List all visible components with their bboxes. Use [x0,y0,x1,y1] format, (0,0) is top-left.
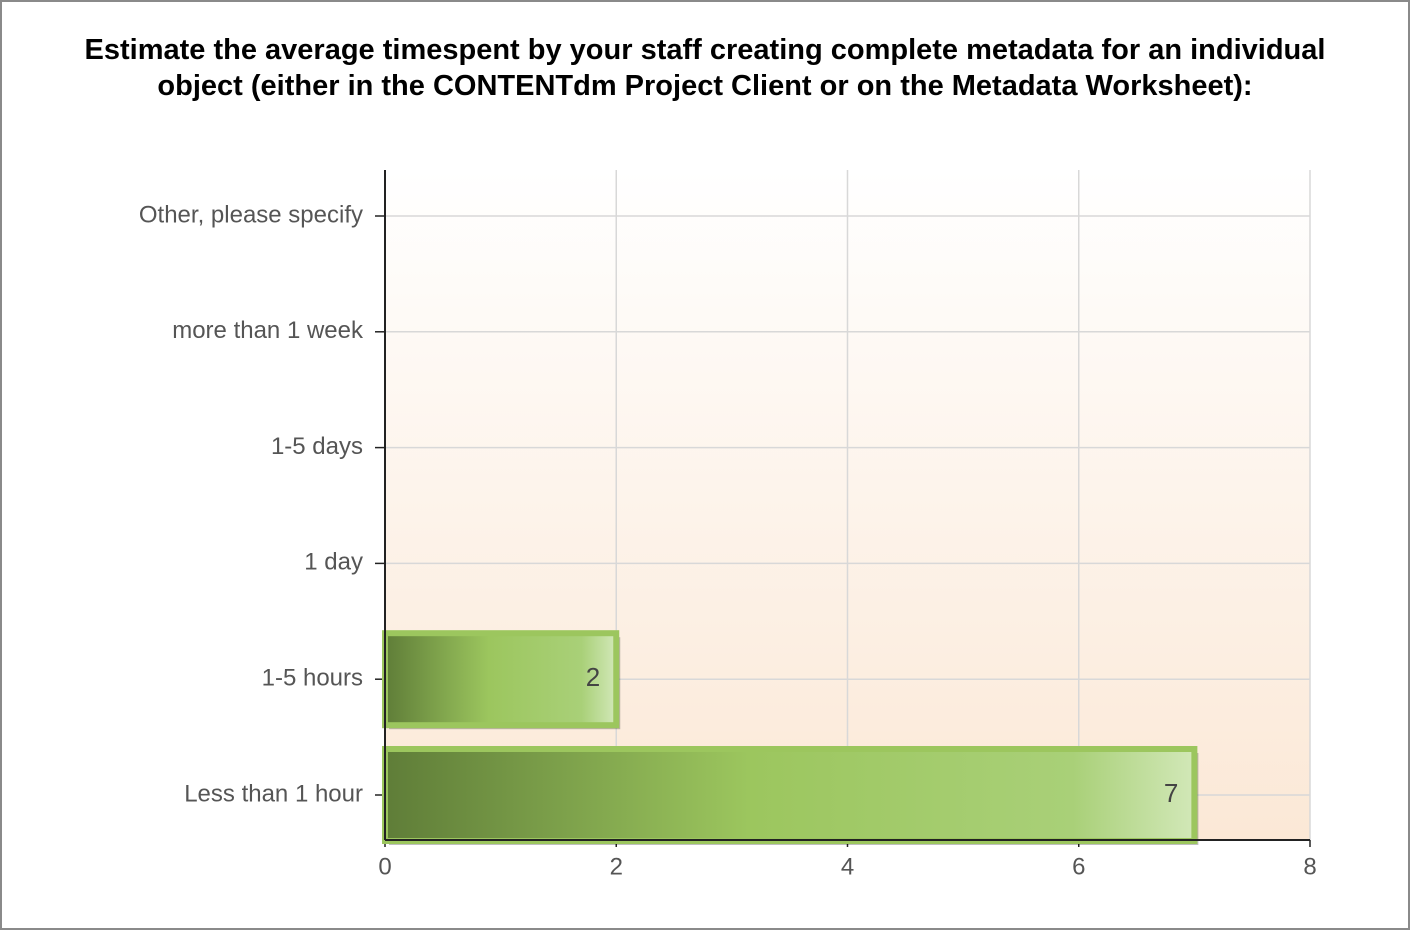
bar [382,746,1198,844]
bar [382,630,620,729]
x-tick-label: 8 [1303,853,1316,880]
value-label: 7 [1164,778,1178,808]
x-tick-label: 0 [378,853,391,880]
y-tick-label: more than 1 week [172,317,364,344]
value-label: 2 [586,662,600,692]
x-tick-label: 2 [610,853,623,880]
y-tick-label: 1-5 hours [262,665,363,692]
y-tick-label: Less than 1 hour [184,780,363,807]
x-tick-label: 6 [1072,853,1085,880]
y-tick-label: 1 day [304,549,363,576]
chart-title: Estimate the average timespent by your s… [84,34,1326,102]
y-tick-label: 1-5 days [271,433,363,460]
x-tick-label: 4 [841,853,854,880]
y-tick-label: Other, please specify [139,201,363,228]
